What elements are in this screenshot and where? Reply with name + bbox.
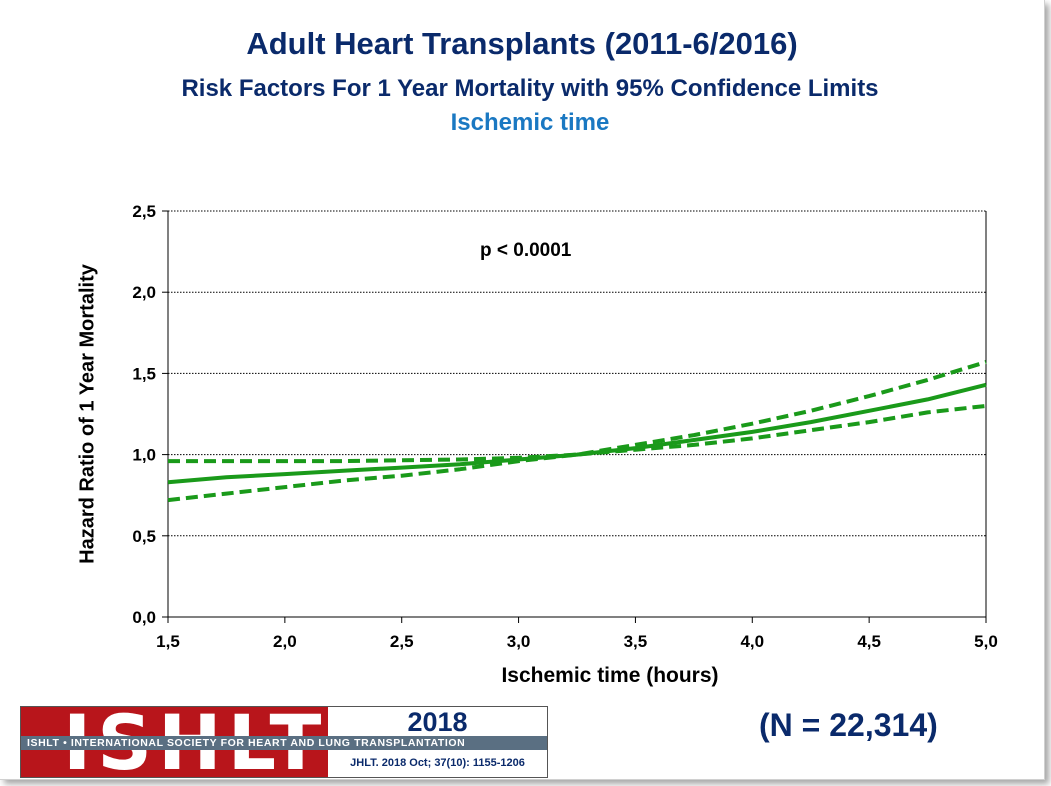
x-axis-label: Ischemic time (hours) xyxy=(501,664,719,687)
x-tick-label: 1,5 xyxy=(156,632,180,651)
confidence-limit-line xyxy=(167,403,987,503)
page-title: Adult Heart Transplants (2011-6/2016) xyxy=(246,26,798,61)
page-subtitle: Risk Factors For 1 Year Mortality with 9… xyxy=(181,75,879,102)
journal-citation: JHLT. 2018 Oct; 37(10): 1155-1206 xyxy=(350,757,525,769)
x-tick-label: 5,0 xyxy=(974,632,998,651)
x-tick-label: 2,0 xyxy=(273,632,297,651)
y-tick-label: 2,5 xyxy=(132,202,156,221)
y-tick-label: 0,0 xyxy=(132,608,156,627)
x-tick-label: 2,5 xyxy=(390,632,414,651)
y-axis-label: Hazard Ratio of 1 Year Mortality xyxy=(76,264,99,564)
sample-size-label: (N = 22,314) xyxy=(759,707,938,743)
x-tick-label: 3,5 xyxy=(624,632,648,651)
y-tick-label: 0,5 xyxy=(132,527,156,546)
y-tick-label: 2,0 xyxy=(132,283,156,302)
y-tick-label: 1,5 xyxy=(132,364,156,383)
confidence-limit-line xyxy=(168,360,987,464)
report-year: 2018 xyxy=(407,707,468,737)
chart-variable-subtitle: Ischemic time xyxy=(450,109,610,136)
x-tick-label: 4,0 xyxy=(740,632,764,651)
logo-band xyxy=(21,736,547,750)
hazard-ratio-line xyxy=(167,382,987,485)
y-tick-label: 1,0 xyxy=(132,446,156,465)
x-tick-label: 4,5 xyxy=(857,632,881,651)
logo-band-text: ISHLT • INTERNATIONAL SOCIETY FOR HEART … xyxy=(27,737,466,749)
p-value-annotation: p < 0.0001 xyxy=(480,240,572,261)
ishlt-logo-banner: ISHLT ISHLT • INTERNATIONAL SOCIETY FOR … xyxy=(20,706,548,778)
x-tick-label: 3,0 xyxy=(507,632,531,651)
hazard-ratio-chart: 0,0 0,5 1,0 1,5 2,0 2,5 1,5 2,0 2,5 3,0 3,5 4,0 4,5 5… xyxy=(132,202,998,651)
